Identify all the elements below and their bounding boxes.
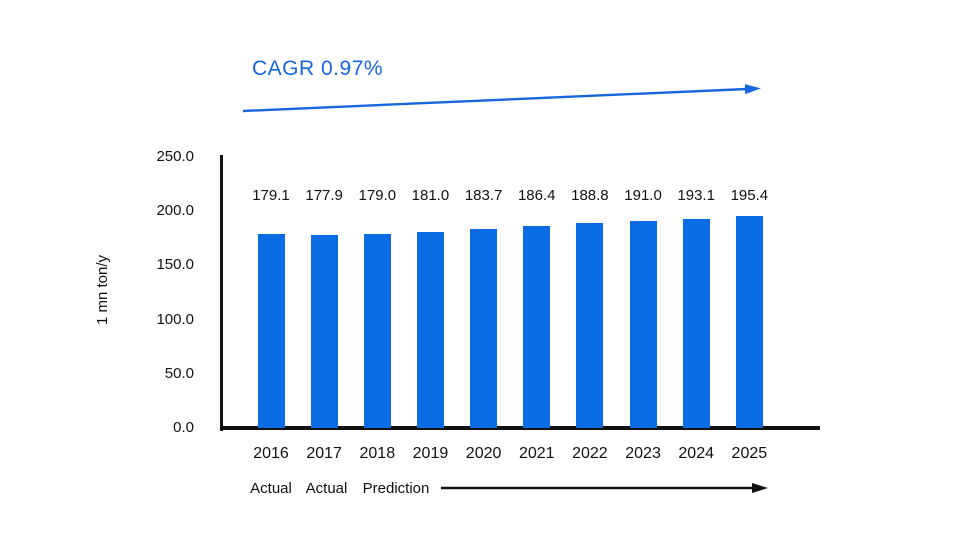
bar-value-label: 188.8 [571,187,609,204]
bar-value-label: 179.0 [358,187,397,204]
bar-2016 [257,233,285,428]
x-tick-label: 2018 [359,445,396,462]
x-axis-line [220,426,820,430]
bar-2017 [310,235,338,428]
y-axis-tick-label: 0.0 [173,419,194,436]
y-axis-line [220,155,223,431]
x-tick-label: 2017 [306,445,342,462]
x-tick-label: 2023 [625,445,661,462]
bar-2021 [523,225,551,428]
bar-2020 [470,228,498,428]
y-axis-tick-label: 100.0 [156,310,194,328]
phase-label: Actual [250,480,292,497]
phase-label: Prediction [362,480,430,497]
bar-value-label: 195.4 [730,187,769,204]
bar-2025 [735,216,763,428]
bar-value-label: 183.7 [464,187,503,204]
y-axis-tick-label: 150.0 [156,256,194,274]
bar-value-label: 179.1 [252,187,290,204]
phase-label: Actual [305,480,348,497]
bar-2022 [576,223,604,428]
x-tick-label: 2019 [412,445,449,462]
bar-value-label: 177.9 [305,187,343,204]
y-axis-tick-label: 50.0 [164,364,194,382]
bar-value-label: 181.0 [411,187,450,204]
y-axis-title: 1 mn ton/y [94,254,111,326]
bar-value-label: 191.0 [624,187,662,204]
bar-value-label: 186.4 [517,187,556,204]
bar-value-label: 193.1 [677,187,715,204]
x-tick-label: 2021 [518,445,555,462]
x-tick-label: 2020 [465,445,502,462]
x-tick-label: 2022 [572,445,608,462]
y-axis-tick-label: 200.0 [156,202,194,220]
bar-2023 [629,220,657,428]
bar-2019 [416,231,444,428]
cagr-label: CAGR 0.97% [252,57,384,80]
cagr-trend-arrow-icon [242,84,761,113]
bar-2018 [363,233,391,428]
x-tick-label: 2025 [731,445,768,462]
bar-2024 [682,218,710,428]
x-tick-label: 2024 [678,445,714,462]
x-tick-label: 2016 [253,445,289,462]
y-axis-tick-label: 250.0 [156,148,194,165]
